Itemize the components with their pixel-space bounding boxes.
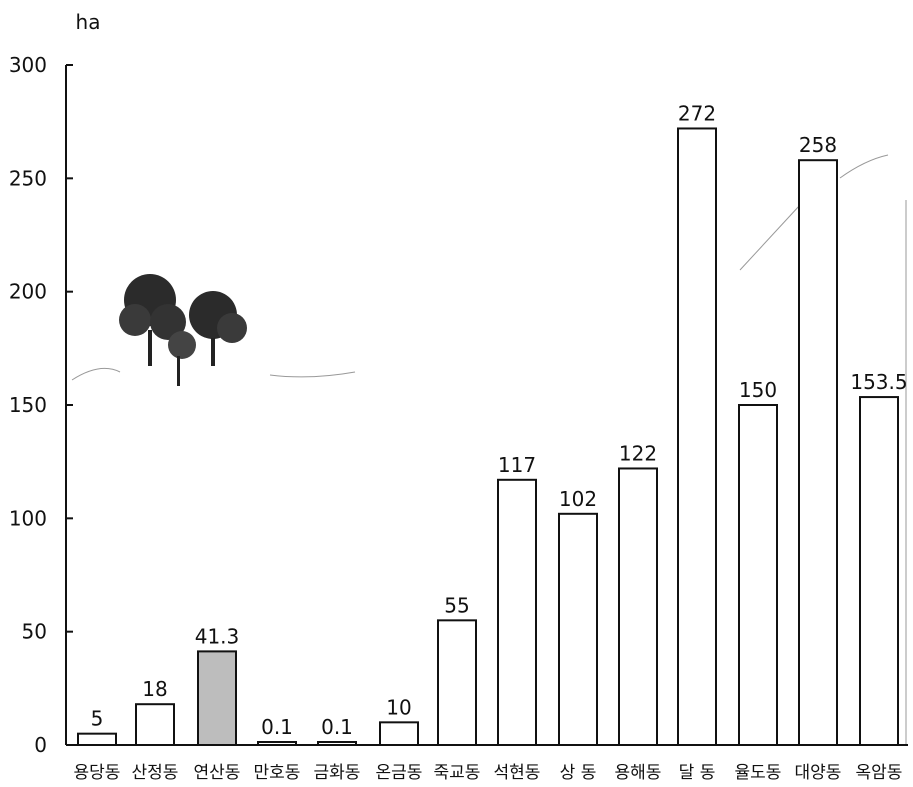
data-label: 102 — [559, 487, 597, 511]
x-tick-label: 상 동 — [560, 763, 597, 783]
bar — [437, 619, 477, 746]
y-tick-label: 0 — [34, 733, 47, 757]
y-tick-label: 200 — [9, 280, 47, 304]
decorative-curves — [71, 154, 907, 745]
x-tick-label: 율도동 — [735, 763, 782, 783]
y-axis-ticks: 0 50 100 150 200 250 300 — [9, 53, 73, 757]
bar — [497, 478, 537, 746]
y-tick-label: 250 — [9, 166, 47, 190]
bar — [558, 512, 598, 746]
y-tick-label: 300 — [9, 53, 47, 77]
x-tick-label: 산정동 — [132, 763, 179, 783]
data-label: 0.1 — [261, 715, 293, 739]
y-tick-label: 100 — [9, 506, 47, 530]
x-tick-label: 석현동 — [494, 763, 541, 783]
x-tick-label: 만호동 — [254, 763, 301, 783]
data-label: 122 — [619, 441, 657, 465]
x-axis-labels: 용당동 산정동 연산동 만호동 금화동 온금동 죽교동 석현동 상 동 용해동 달 동 율도동 대양동 옥… — [74, 763, 903, 783]
value-labels: 5 18 41.3 0.1 0.1 10 55 117 102 122 272 150 258 153.5 — [91, 101, 908, 739]
x-tick-label: 용해동 — [615, 763, 662, 783]
data-label: 5 — [91, 707, 104, 731]
y-tick-label: 50 — [22, 620, 47, 644]
bar — [257, 741, 297, 746]
x-tick-label: 연산동 — [194, 763, 241, 783]
bar — [135, 703, 175, 747]
bar — [677, 127, 717, 746]
data-label: 272 — [678, 101, 716, 125]
bar — [859, 396, 899, 746]
data-label: 153.5 — [850, 370, 907, 394]
x-tick-label: 달 동 — [679, 763, 716, 783]
x-tick-label: 금화동 — [314, 763, 361, 783]
bars — [77, 127, 899, 747]
bar — [738, 404, 778, 746]
bar — [197, 650, 237, 746]
axes — [65, 65, 908, 746]
bar — [379, 721, 419, 746]
x-tick-label: 용당동 — [74, 763, 121, 783]
data-label: 10 — [386, 695, 411, 719]
x-tick-label: 온금동 — [376, 763, 423, 783]
data-label: 18 — [142, 677, 167, 701]
y-tick-label: 150 — [9, 393, 47, 417]
bar — [798, 159, 838, 746]
tree-illustration — [119, 274, 247, 386]
x-tick-label: 옥암동 — [856, 763, 903, 783]
data-label: 55 — [444, 593, 469, 617]
data-label: 258 — [799, 133, 837, 157]
data-label: 0.1 — [321, 715, 353, 739]
data-label: 117 — [498, 453, 536, 477]
y-unit-label: ha — [76, 10, 101, 34]
data-label: 150 — [739, 378, 777, 402]
x-tick-label: 죽교동 — [434, 763, 481, 783]
x-tick-label: 대양동 — [795, 763, 842, 783]
bar — [317, 741, 357, 746]
bar — [77, 732, 117, 747]
bar — [618, 467, 658, 746]
data-label: 41.3 — [195, 624, 240, 648]
